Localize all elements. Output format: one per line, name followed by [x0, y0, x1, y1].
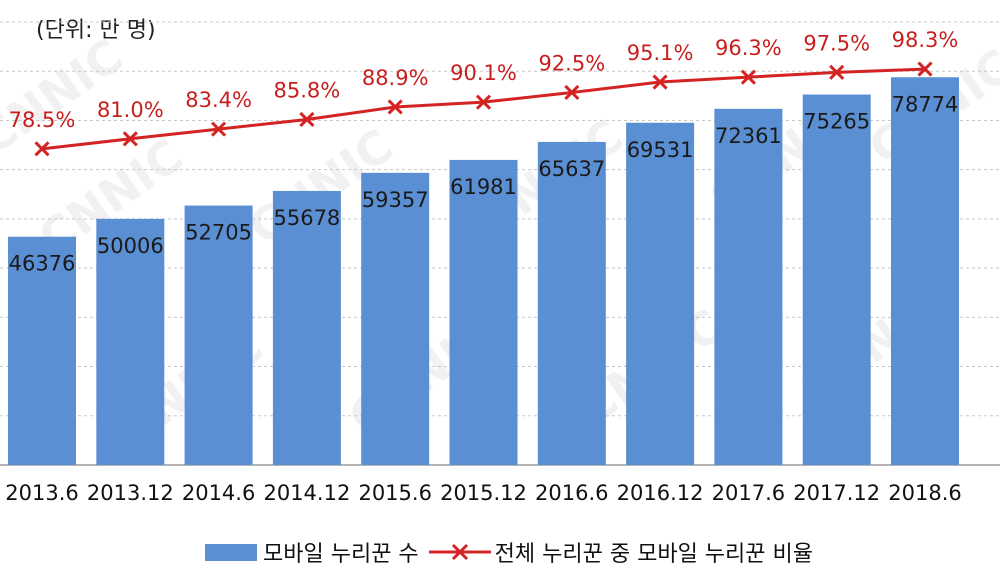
- marker-stroke: [829, 64, 845, 80]
- line-marker: [34, 141, 50, 157]
- bar: [272, 190, 341, 466]
- bar-value-label: 69531: [627, 138, 694, 162]
- bar-value-label: 65637: [538, 157, 605, 181]
- line-value-label: 98.3%: [892, 28, 959, 52]
- x-tick-label: 2014.6: [182, 481, 255, 505]
- line-value-label: 83.4%: [185, 88, 252, 112]
- line-marker: [652, 74, 668, 90]
- line-marker: [564, 84, 580, 101]
- bar: [449, 159, 518, 465]
- x-tick-label: 2018.6: [888, 481, 961, 505]
- line-value-labels: 78.5% 81.0% 83.4% 85.8% 88.9% 90.1% 92.5% 95.1%…: [9, 28, 959, 132]
- x-tick-label: 2013.12: [87, 481, 174, 505]
- marker-stroke: [34, 141, 50, 157]
- bar: [891, 77, 959, 465]
- bar: [714, 108, 783, 466]
- line-value-label: 92.5%: [538, 51, 605, 75]
- line-value-label: 90.1%: [450, 61, 517, 85]
- bar-value-label: 50006: [97, 234, 164, 258]
- line-value-label: 85.8%: [274, 78, 341, 102]
- line-marker: [740, 69, 756, 85]
- legend-bar-label: 모바일 누리꾼 수: [263, 542, 419, 567]
- line-marker: [299, 111, 315, 128]
- bar: [96, 218, 165, 465]
- legend: 모바일 누리꾼 수 전체 누리꾼 중 모바일 누리꾼 비율: [205, 537, 813, 567]
- bar-value-labels: 46376 50006 52705 55678 59357 61981 65637 69531…: [9, 92, 959, 275]
- line-value-label: 96.3%: [715, 36, 782, 60]
- bar-value-label: 75265: [803, 110, 870, 134]
- bar-value-label: 59357: [362, 188, 429, 212]
- marker-stroke: [917, 61, 933, 77]
- legend-line-label: 전체 누리꾼 중 모바일 누리꾼 비율: [494, 542, 813, 567]
- line-marker: [475, 94, 492, 110]
- marker-stroke: [387, 99, 403, 115]
- bar: [537, 141, 606, 465]
- bar: [8, 236, 76, 465]
- marker-stroke: [211, 121, 227, 137]
- line-marker: [917, 61, 933, 77]
- legend-item-bar: 모바일 누리꾼 수: [205, 536, 419, 568]
- line-value-label: 78.5%: [9, 108, 76, 132]
- x-tick-label: 2015.6: [358, 481, 431, 505]
- legend-item-line: 전체 누리꾼 중 모바일 누리꾼 비율: [419, 536, 813, 568]
- x-tick-label: 2017.12: [793, 481, 880, 505]
- bar-value-label: 46376: [9, 252, 76, 276]
- bar-value-label: 52705: [185, 221, 252, 245]
- line-value-label: 95.1%: [627, 41, 694, 65]
- x-tick-label: 2016.12: [617, 481, 704, 505]
- line-marker: [829, 64, 845, 80]
- bar: [626, 122, 695, 466]
- line-marker: [387, 99, 403, 115]
- legend-line-swatch: [428, 542, 491, 562]
- line-series: [34, 61, 933, 157]
- bar-value-label: 55678: [273, 206, 340, 230]
- x-tick-label: 2013.6: [5, 481, 78, 505]
- x-tick-label: 2015.12: [440, 481, 527, 505]
- marker-stroke: [122, 131, 138, 147]
- line-marker: [122, 131, 138, 147]
- line-value-label: 97.5%: [803, 31, 870, 55]
- marker-stroke: [475, 94, 492, 110]
- x-tick-label: 2016.6: [535, 481, 608, 505]
- bar-value-label: 78774: [892, 92, 959, 116]
- marker-stroke: [299, 111, 315, 128]
- marker-stroke: [740, 69, 756, 85]
- marker-stroke: [652, 74, 668, 90]
- bar-series: [8, 77, 959, 466]
- x-tick-label: 2017.6: [712, 481, 785, 505]
- bar-value-label: 72361: [715, 124, 782, 148]
- bar: [361, 172, 430, 465]
- line-value-label: 81.0%: [97, 98, 164, 122]
- legend-bar-swatch: [205, 543, 257, 561]
- x-tick-label: 2014.12: [263, 481, 350, 505]
- bar: [802, 94, 871, 466]
- bar-value-label: 61981: [450, 175, 517, 199]
- bar: [184, 205, 253, 465]
- x-tick-labels: 2013.6 2013.12 2014.6 2014.12 2015.6 2015.12 2…: [5, 481, 961, 505]
- line-value-label: 88.9%: [362, 66, 429, 90]
- marker-stroke: [564, 84, 580, 101]
- line-marker: [211, 121, 227, 137]
